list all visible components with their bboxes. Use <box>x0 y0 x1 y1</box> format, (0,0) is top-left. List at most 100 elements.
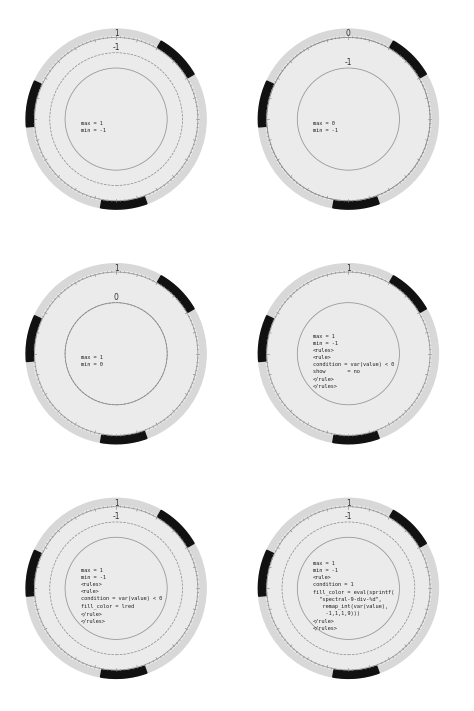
Wedge shape <box>377 520 382 529</box>
Wedge shape <box>376 414 383 425</box>
Wedge shape <box>164 328 182 336</box>
Wedge shape <box>402 578 414 581</box>
Wedge shape <box>390 41 427 77</box>
Wedge shape <box>359 175 365 199</box>
Wedge shape <box>140 166 147 178</box>
Wedge shape <box>142 60 147 68</box>
Wedge shape <box>391 639 392 640</box>
Wedge shape <box>359 282 361 289</box>
Wedge shape <box>78 533 81 536</box>
Wedge shape <box>67 291 85 314</box>
Wedge shape <box>372 174 381 194</box>
Wedge shape <box>282 588 293 589</box>
Circle shape <box>34 506 199 671</box>
Wedge shape <box>371 181 377 196</box>
Wedge shape <box>312 516 319 529</box>
Wedge shape <box>276 583 282 584</box>
Wedge shape <box>288 611 302 618</box>
Wedge shape <box>377 46 386 63</box>
Wedge shape <box>294 538 300 543</box>
Wedge shape <box>164 327 193 338</box>
Wedge shape <box>396 75 418 90</box>
Wedge shape <box>353 38 356 59</box>
Wedge shape <box>84 648 89 656</box>
Wedge shape <box>307 536 316 548</box>
Wedge shape <box>354 523 356 533</box>
Wedge shape <box>125 54 129 68</box>
Wedge shape <box>44 583 50 584</box>
Wedge shape <box>333 653 334 655</box>
Wedge shape <box>276 331 285 334</box>
Wedge shape <box>54 95 58 97</box>
Wedge shape <box>297 55 316 78</box>
Wedge shape <box>408 609 411 611</box>
Wedge shape <box>286 566 291 568</box>
Wedge shape <box>390 405 394 411</box>
Wedge shape <box>141 304 144 309</box>
Wedge shape <box>292 171 301 180</box>
Wedge shape <box>273 612 287 619</box>
Wedge shape <box>64 71 67 75</box>
Wedge shape <box>348 420 350 424</box>
Wedge shape <box>182 127 190 129</box>
Wedge shape <box>385 522 394 534</box>
Wedge shape <box>68 169 73 175</box>
Wedge shape <box>331 524 335 538</box>
Wedge shape <box>65 75 66 76</box>
Wedge shape <box>116 522 117 526</box>
Wedge shape <box>407 619 411 621</box>
Wedge shape <box>73 538 74 540</box>
Wedge shape <box>60 82 70 90</box>
Wedge shape <box>271 585 282 587</box>
Wedge shape <box>390 298 395 303</box>
Wedge shape <box>408 382 420 389</box>
Wedge shape <box>87 397 91 404</box>
Wedge shape <box>73 296 86 313</box>
Wedge shape <box>390 533 395 538</box>
Wedge shape <box>64 540 67 544</box>
Wedge shape <box>166 565 179 571</box>
Wedge shape <box>80 634 88 645</box>
Wedge shape <box>273 600 283 603</box>
Wedge shape <box>66 635 70 639</box>
Wedge shape <box>169 130 181 134</box>
Wedge shape <box>273 373 285 378</box>
Wedge shape <box>177 577 182 579</box>
Wedge shape <box>169 542 176 549</box>
Wedge shape <box>268 134 281 137</box>
Wedge shape <box>377 286 382 294</box>
Wedge shape <box>386 154 410 174</box>
Wedge shape <box>182 596 190 598</box>
Wedge shape <box>43 100 52 103</box>
Wedge shape <box>285 604 300 610</box>
Wedge shape <box>59 553 64 556</box>
Wedge shape <box>386 637 389 641</box>
Wedge shape <box>333 418 334 420</box>
Wedge shape <box>75 387 79 391</box>
Wedge shape <box>403 144 423 154</box>
Wedge shape <box>302 526 309 535</box>
Wedge shape <box>158 533 163 538</box>
Wedge shape <box>141 398 145 405</box>
Wedge shape <box>170 626 181 634</box>
Wedge shape <box>165 85 173 90</box>
Wedge shape <box>100 518 102 524</box>
Wedge shape <box>414 578 425 580</box>
Wedge shape <box>297 626 303 631</box>
Wedge shape <box>65 164 67 166</box>
Wedge shape <box>365 41 371 59</box>
Wedge shape <box>41 576 51 578</box>
Wedge shape <box>320 415 324 422</box>
Wedge shape <box>305 538 307 540</box>
Wedge shape <box>136 57 139 63</box>
Wedge shape <box>343 655 345 668</box>
Wedge shape <box>35 589 50 591</box>
Wedge shape <box>177 108 182 109</box>
Wedge shape <box>85 180 91 191</box>
Wedge shape <box>140 308 141 309</box>
Wedge shape <box>377 533 385 544</box>
Wedge shape <box>122 171 125 185</box>
Wedge shape <box>66 166 70 170</box>
Wedge shape <box>296 56 313 76</box>
Wedge shape <box>285 562 287 563</box>
